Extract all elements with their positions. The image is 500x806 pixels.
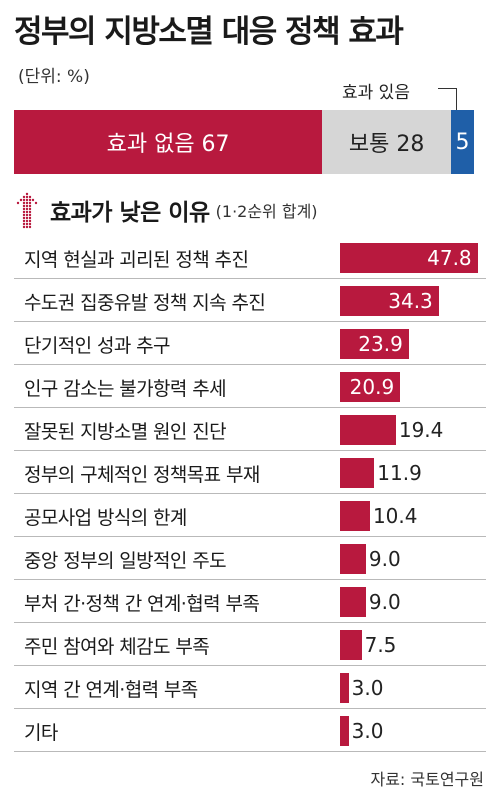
data-bar bbox=[340, 372, 401, 402]
unit-label: (단위: %) bbox=[18, 67, 90, 87]
value-label: 23.9 bbox=[358, 332, 403, 356]
data-bar bbox=[340, 587, 366, 617]
data-bar bbox=[340, 329, 409, 359]
category-label: 정부의 구체적인 정책목표 부재 bbox=[24, 464, 260, 486]
data-bar bbox=[340, 415, 396, 445]
chart-row: 정부의 구체적인 정책목표 부재 11.9 bbox=[14, 451, 486, 494]
arrow-dot bbox=[34, 201, 38, 205]
chart-row: 부처 간·정책 간 연계·협력 부족 9.0 bbox=[14, 580, 486, 623]
arrow-dot bbox=[28, 213, 32, 217]
arrow-dot bbox=[28, 201, 32, 205]
data-bar bbox=[340, 630, 362, 660]
arrow-dot bbox=[22, 198, 26, 202]
category-label: 부처 간·정책 간 연계·협력 부족 bbox=[24, 593, 260, 615]
category-label: 인구 감소는 불가항력 추세 bbox=[24, 378, 227, 400]
arrow-dot bbox=[25, 222, 29, 226]
data-bar bbox=[340, 673, 349, 703]
segment-no-effect: 효과 없음 67 bbox=[14, 110, 323, 174]
arrow-dot bbox=[22, 216, 26, 220]
arrow-dot bbox=[28, 216, 32, 220]
value-label: 9.0 bbox=[368, 547, 401, 571]
value-label: 10.4 bbox=[372, 504, 418, 528]
value-label: 9.0 bbox=[368, 590, 401, 614]
chart-row: 중앙 정부의 일방적인 주도 9.0 bbox=[14, 537, 486, 580]
value-label: 19.4 bbox=[398, 418, 444, 442]
value-label: 3.0 bbox=[351, 676, 384, 700]
arrow-dot bbox=[28, 198, 32, 202]
arrow-dot bbox=[28, 222, 32, 226]
arrow-dot bbox=[22, 207, 26, 211]
arrow-dot bbox=[25, 210, 29, 214]
source-note: 자료: 국토연구원 bbox=[370, 770, 484, 789]
value-label: 7.5 bbox=[364, 633, 397, 657]
arrow-dot bbox=[22, 195, 26, 199]
callout-label-effective: 효과 있음 bbox=[342, 83, 410, 103]
arrow-dot bbox=[28, 195, 32, 199]
data-bar bbox=[340, 286, 439, 316]
value-label: 34.3 bbox=[388, 289, 433, 313]
category-label: 단기적인 성과 추구 bbox=[24, 335, 171, 357]
arrow-dot bbox=[22, 201, 26, 205]
arrow-dot bbox=[25, 213, 29, 217]
arrow-dot bbox=[28, 225, 32, 229]
category-label: 공모사업 방식의 한계 bbox=[24, 507, 187, 529]
chart-row: 공모사업 방식의 한계 10.4 bbox=[14, 494, 486, 537]
chart-row: 잘못된 지방소멸 원인 진단 19.4 bbox=[14, 408, 486, 451]
arrow-dot bbox=[22, 219, 26, 223]
arrow-dot bbox=[25, 201, 29, 205]
data-bar bbox=[340, 716, 349, 746]
chart-row: 인구 감소는 불가항력 추세 20.9 bbox=[14, 365, 486, 408]
chart-row: 단기적인 성과 추구 23.9 bbox=[14, 322, 486, 365]
chart-row: 지역 간 연계·협력 부족 3.0 bbox=[14, 666, 486, 709]
arrow-dot bbox=[28, 207, 32, 211]
arrow-dot bbox=[25, 195, 29, 199]
arrow-dot bbox=[28, 219, 32, 223]
category-label: 수도권 집중유발 정책 지속 추진 bbox=[24, 292, 266, 314]
data-bar bbox=[340, 544, 366, 574]
category-label: 기타 bbox=[24, 722, 58, 744]
value-label: 11.9 bbox=[377, 461, 422, 485]
segment-effective: 5 bbox=[450, 110, 474, 174]
arrow-dot bbox=[25, 192, 29, 196]
value-label: 47.8 bbox=[427, 246, 472, 270]
chart-row: 주민 참여와 체감도 부족 7.5 bbox=[14, 623, 486, 666]
category-label: 주민 참여와 체감도 부족 bbox=[24, 636, 210, 658]
section-subtitle: (1·2순위 합계) bbox=[215, 202, 318, 221]
category-label: 잘못된 지방소멸 원인 진단 bbox=[24, 421, 227, 443]
category-label: 지역 현실과 괴리된 정책 추진 bbox=[24, 249, 249, 271]
segment-neutral: 보통 28 bbox=[322, 110, 451, 174]
chart-title: 정부의 지방소멸 대응 정책 효과 bbox=[14, 14, 404, 50]
section-header: 효과가 낮은 이유 (1·2순위 합계) bbox=[14, 190, 318, 230]
arrow-dot bbox=[25, 198, 29, 202]
arrow-dot bbox=[25, 225, 29, 229]
chart-row: 수도권 집중유발 정책 지속 추진 34.3 bbox=[14, 279, 486, 322]
arrow-dot bbox=[25, 219, 29, 223]
data-bar bbox=[340, 458, 375, 488]
arrow-dot bbox=[31, 198, 35, 202]
arrow-dot bbox=[25, 204, 29, 208]
value-label: 20.9 bbox=[349, 375, 395, 399]
arrow-dot bbox=[22, 204, 26, 208]
chart-row: 지역 현실과 괴리된 정책 추진 47.8 bbox=[14, 236, 486, 279]
arrow-dot bbox=[22, 222, 26, 226]
arrow-dot bbox=[22, 210, 26, 214]
section-title: 효과가 낮은 이유 bbox=[50, 200, 210, 226]
arrow-dot bbox=[28, 210, 32, 214]
data-bar bbox=[340, 243, 478, 273]
arrow-dot bbox=[22, 225, 26, 229]
chart-row: 기타 3.0 bbox=[14, 709, 486, 752]
category-label: 지역 간 연계·협력 부족 bbox=[24, 679, 198, 701]
callout-leader-line bbox=[438, 88, 457, 112]
arrow-dot bbox=[16, 201, 20, 205]
arrow-dot bbox=[22, 213, 26, 217]
arrow-dot bbox=[25, 207, 29, 211]
category-label: 중앙 정부의 일방적인 주도 bbox=[24, 550, 227, 572]
arrow-dot bbox=[19, 198, 23, 202]
stacked-effect-bar: 효과 없음 67 보통 28 5 bbox=[14, 110, 474, 174]
arrow-dot bbox=[28, 204, 32, 208]
dotted-up-arrow-icon bbox=[16, 192, 38, 229]
data-bar bbox=[340, 501, 370, 531]
value-label: 3.0 bbox=[351, 719, 384, 743]
arrow-dot bbox=[25, 216, 29, 220]
